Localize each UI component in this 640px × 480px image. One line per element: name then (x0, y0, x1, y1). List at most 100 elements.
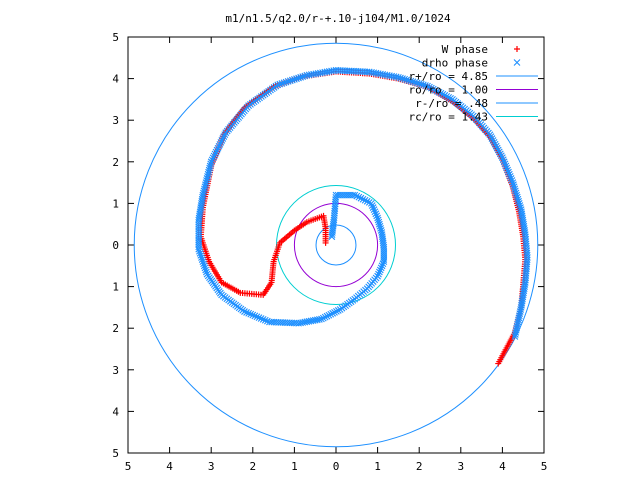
x-marker (507, 175, 515, 182)
x-marker (511, 331, 519, 338)
x-marker (243, 309, 250, 316)
x-marker (212, 148, 220, 156)
x-marker (200, 262, 208, 270)
x-marker (503, 164, 511, 172)
x-marker (417, 80, 425, 88)
x-marker (487, 133, 495, 141)
x-marker (209, 154, 217, 162)
plus-marker (514, 46, 520, 52)
x-marker (198, 256, 206, 263)
x-marker (207, 158, 215, 166)
x-marker (367, 200, 375, 207)
x-marker (511, 187, 519, 195)
x-marker (368, 202, 376, 209)
x-marker (363, 197, 371, 205)
x-marker (375, 218, 383, 226)
x-marker (278, 80, 286, 87)
legend-label: rc/ro = 1.43 (409, 111, 488, 124)
y-tick-label: 1 (112, 197, 119, 210)
x-marker (327, 310, 335, 318)
x-marker (297, 73, 305, 81)
x-marker (429, 85, 437, 93)
x-marker (276, 80, 284, 88)
x-marker (380, 258, 388, 266)
x-marker (201, 185, 208, 193)
data-series (195, 66, 531, 367)
x-marker (441, 91, 449, 99)
x-marker (200, 189, 207, 197)
x-marker (333, 308, 340, 315)
x-marker (200, 260, 207, 268)
x-marker (202, 181, 209, 189)
y-tick-label: 0 (112, 239, 119, 252)
x-marker (374, 216, 382, 224)
x-marker (204, 172, 211, 180)
x-tick-label: 4 (499, 460, 506, 473)
x-marker (353, 192, 361, 200)
x-marker (499, 156, 507, 164)
x-marker (293, 75, 300, 83)
x-marker (331, 308, 338, 316)
x-marker (508, 177, 516, 184)
x-marker (349, 191, 357, 199)
x-marker (411, 78, 419, 86)
x-marker (373, 212, 381, 220)
x-marker (439, 90, 447, 98)
series-drho-phase (195, 66, 531, 340)
x-marker (371, 208, 379, 216)
legend-label: ro/ro = 1.00 (409, 84, 488, 97)
legend-label: r+/ro = 4.85 (409, 70, 488, 83)
x-marker (266, 318, 273, 326)
x-marker (321, 313, 329, 321)
x-marker (372, 210, 380, 218)
x-marker (422, 82, 429, 89)
x-marker (351, 191, 359, 199)
legend-label: W phase (442, 43, 488, 56)
legend-label: drho phase (422, 57, 488, 70)
x-marker (198, 254, 205, 261)
x-marker (357, 194, 365, 202)
x-marker (370, 206, 378, 214)
y-tick-label: 5 (112, 447, 119, 460)
x-marker (206, 162, 214, 170)
x-marker (513, 191, 521, 199)
x-marker (424, 82, 431, 90)
reference-circle (133, 42, 539, 448)
x-marker (375, 268, 383, 276)
y-tick-label: 4 (112, 405, 119, 418)
x-tick-label: 2 (416, 460, 423, 473)
x-marker (375, 220, 383, 228)
x-tick-label: 3 (208, 460, 215, 473)
x-marker (291, 75, 298, 83)
x-marker (205, 168, 212, 176)
x-marker (403, 76, 411, 84)
x-tick-label: 4 (166, 460, 173, 473)
x-marker (196, 249, 204, 257)
x-marker (201, 264, 209, 272)
x-marker (220, 133, 228, 140)
x-marker (329, 309, 337, 317)
x-marker (376, 266, 384, 274)
x-marker (355, 193, 363, 201)
x-marker (515, 200, 523, 207)
x-marker (397, 74, 404, 82)
x-marker (502, 162, 510, 170)
x-marker (395, 73, 402, 81)
x-tick-label: 0 (333, 460, 340, 473)
x-tick-label: 1 (374, 460, 381, 473)
x-marker (433, 87, 441, 95)
x-marker (210, 152, 218, 160)
x-marker (509, 179, 517, 186)
x-marker (375, 270, 382, 278)
legend-label: r-/ro = .48 (415, 97, 488, 110)
x-marker (261, 316, 269, 324)
x-marker (295, 74, 302, 82)
chart-title: m1/n1.5/q2.0/r-+.10-j104/M1.0/1024 (225, 12, 451, 25)
x-marker (359, 195, 367, 203)
x-marker (511, 333, 519, 340)
x-marker (495, 148, 503, 156)
x-marker (505, 170, 513, 178)
x-marker (500, 158, 508, 166)
